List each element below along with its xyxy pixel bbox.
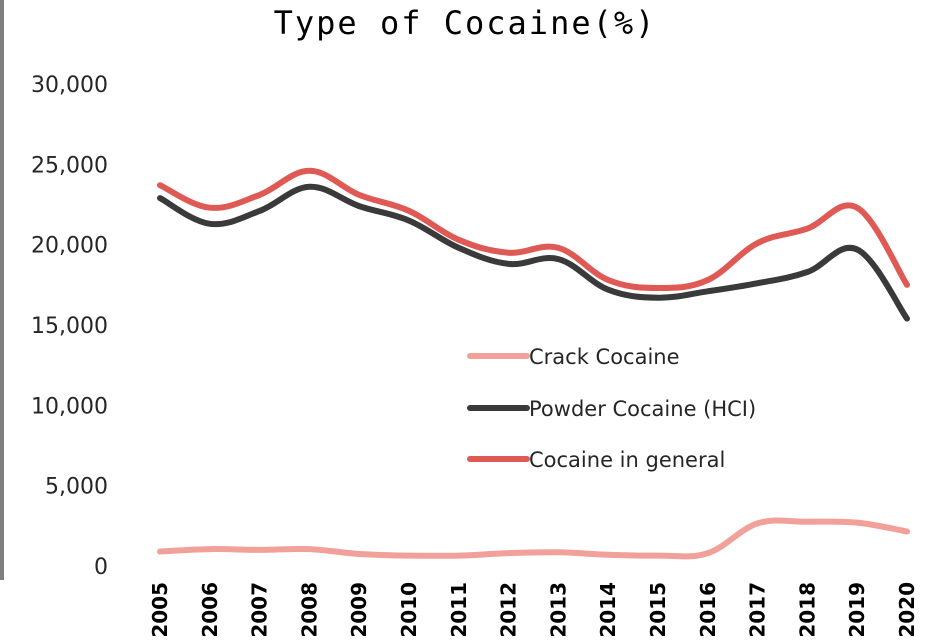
y-tick-label: 0 <box>94 555 108 580</box>
chart-title: Type of Cocaine(%) <box>273 4 657 42</box>
x-tick-label: 2020 <box>895 582 919 638</box>
y-tick-label: 15,000 <box>31 314 108 339</box>
y-tick-label: 5,000 <box>45 475 108 500</box>
x-tick-label: 2012 <box>497 582 521 638</box>
left-border <box>0 0 4 580</box>
x-tick-label: 2019 <box>845 582 869 638</box>
x-tick-label: 2010 <box>397 582 421 638</box>
y-axis-ticks: 0 5,000 10,000 15,000 20,000 25,000 30,000 <box>31 73 108 580</box>
legend-label-2: Cocaine in general <box>529 448 725 472</box>
legend-label-1: Powder Cocaine (HCI) <box>529 397 756 421</box>
x-tick-label: 2009 <box>347 582 371 638</box>
x-tick-label: 2018 <box>795 582 819 638</box>
x-tick-label: 2016 <box>696 582 720 638</box>
series-line-2 <box>157 167 910 292</box>
x-tick-label: 2013 <box>546 582 570 638</box>
x-tick-label: 2008 <box>297 582 321 638</box>
x-tick-label: 2014 <box>596 582 620 638</box>
x-tick-label: 2017 <box>746 582 770 638</box>
x-tick-label: 2007 <box>248 582 272 638</box>
legend: Crack Cocaine Powder Cocaine (HCI) Cocaine… <box>467 345 756 472</box>
y-tick-label: 25,000 <box>31 153 108 178</box>
legend-label-0: Crack Cocaine <box>529 345 680 369</box>
y-tick-label: 20,000 <box>31 234 108 259</box>
x-tick-label: 2006 <box>198 582 222 638</box>
series-line-0 <box>157 517 910 560</box>
x-tick-label: 2011 <box>447 582 471 638</box>
y-tick-label: 30,000 <box>31 73 108 98</box>
x-axis-ticks: 2005 2006 2007 2008 2009 2010 2011 2012 2013 2014… <box>148 582 919 638</box>
series-lines <box>157 167 910 560</box>
x-tick-label: 2005 <box>148 582 172 638</box>
y-tick-label: 10,000 <box>31 394 108 419</box>
x-tick-label: 2015 <box>646 582 670 638</box>
series-line-1 <box>157 183 910 322</box>
